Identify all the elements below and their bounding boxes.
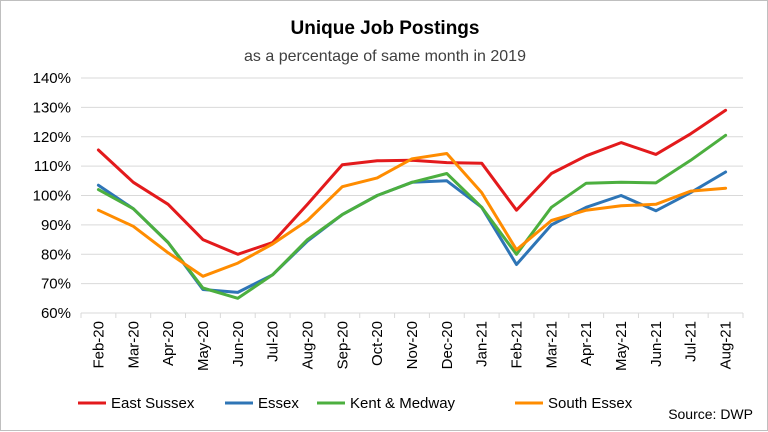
- x-tick-label: Aug-20: [299, 321, 316, 369]
- x-tick-label: Feb-20: [90, 321, 107, 369]
- y-tick-label: 60%: [41, 305, 71, 322]
- x-tick-label: Mar-20: [125, 321, 142, 369]
- x-tick-label: Nov-20: [404, 321, 421, 369]
- legend: East Sussex Essex Kent & Medway South Essex: [78, 395, 633, 412]
- series-line-2: [96, 133, 728, 300]
- y-tick-label: 90%: [41, 217, 71, 234]
- gridlines: [81, 77, 743, 314]
- x-tick-label: Mar-21: [543, 321, 560, 369]
- y-tick-label: 110%: [34, 158, 71, 175]
- x-tick-label: Oct-20: [369, 321, 386, 366]
- x-tick-label: Apr-20: [160, 321, 177, 366]
- y-tick-label: 100%: [33, 188, 71, 205]
- x-tick-label: Sep-20: [334, 321, 351, 369]
- legend-label: East Sussex: [111, 395, 195, 412]
- y-tick-label: 140%: [33, 70, 71, 87]
- y-tick-label: 80%: [41, 246, 71, 263]
- legend-label: South Essex: [548, 395, 633, 412]
- legend-label: Kent & Medway: [350, 395, 456, 412]
- x-tick-label: Dec-20: [439, 321, 456, 369]
- source-note: Source: DWP: [668, 406, 753, 422]
- y-tick-label: 70%: [41, 276, 71, 293]
- x-tick-label: May-20: [195, 321, 212, 371]
- x-tick-label: Aug-21: [718, 321, 735, 369]
- x-tick-label: Jun-21: [648, 321, 665, 367]
- x-tick-label: Feb-21: [509, 321, 526, 369]
- x-tick-label: Jul-20: [265, 321, 282, 362]
- x-tick-label: Jan-21: [474, 321, 491, 367]
- chart-title: Unique Job Postings: [291, 18, 480, 39]
- x-tick-label: Jul-21: [683, 321, 700, 362]
- series-line-3: [96, 152, 728, 278]
- x-tick-label: May-21: [613, 321, 630, 371]
- x-tick-label: Apr-21: [578, 321, 595, 366]
- series-lines: [96, 108, 728, 300]
- y-tick-label: 120%: [33, 129, 71, 146]
- legend-label: Essex: [258, 395, 299, 412]
- x-tick-label: Jun-20: [230, 321, 247, 367]
- y-tick-label: 130%: [33, 99, 71, 116]
- chart-subtitle: as a percentage of same month in 2019: [244, 48, 526, 65]
- axes: 60% 70% 80% 90% 100% 110% 120% 130% 140% Feb-20 Ma…: [33, 70, 744, 371]
